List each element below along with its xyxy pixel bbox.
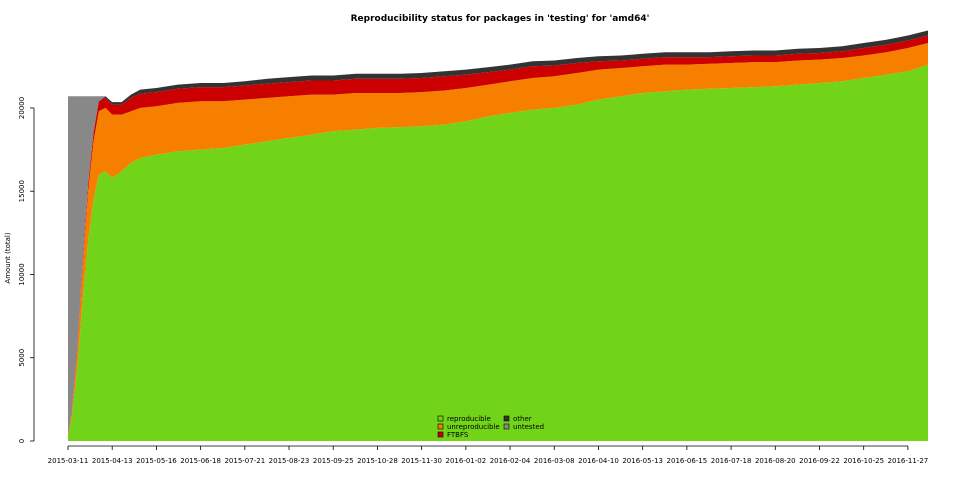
x-tick-label: 2016-02-04 [490, 457, 531, 465]
x-tick-label: 2015-08-23 [269, 457, 310, 465]
x-tick-label: 2016-03-08 [534, 457, 575, 465]
x-tick-label: 2015-03-11 [48, 457, 89, 465]
chart-title: Reproducibility status for packages in '… [351, 14, 650, 24]
legend-label: FTBFS [447, 431, 469, 439]
x-tick-label: 2016-10-25 [843, 457, 884, 465]
plot-areas [68, 30, 928, 441]
x-axis: 2015-03-11 2015-04-13 2015-05-16 2015-06-18… [48, 445, 929, 465]
legend-label: untested [513, 423, 544, 431]
x-tick-label: 2016-06-15 [667, 457, 708, 465]
y-axis: 0 5000 10000 15000 20000 [18, 97, 35, 443]
y-tick-label: 10000 [18, 263, 26, 285]
legend-label: other [513, 415, 532, 423]
area-reproducible [68, 64, 928, 441]
legend-swatch [437, 423, 444, 430]
x-tick-label: 2015-11-30 [401, 457, 442, 465]
legend-item: FTBFS [437, 431, 469, 439]
y-tick-label: 20000 [18, 97, 26, 119]
legend-item: untested [503, 423, 544, 431]
legend-label: reproducible [447, 415, 491, 423]
legend-swatch [503, 423, 510, 430]
legend-swatch [437, 431, 444, 438]
x-tick-label: 2016-04-10 [578, 457, 619, 465]
y-tick-label: 5000 [18, 349, 26, 367]
legend-item: other [503, 415, 532, 423]
legend-item: unreproducible [437, 423, 500, 431]
x-tick-label: 2016-09-22 [799, 457, 840, 465]
x-tick-label: 2015-04-13 [92, 457, 133, 465]
x-tick-label: 2015-07-21 [224, 457, 265, 465]
legend-label: unreproducible [447, 423, 500, 431]
y-tick-label: 15000 [18, 180, 26, 202]
x-tick-label: 2016-07-18 [711, 457, 752, 465]
legend-swatch [503, 415, 510, 422]
legend-swatch [437, 415, 444, 422]
x-tick-label: 2015-05-16 [136, 457, 177, 465]
x-tick-label: 2015-06-18 [180, 457, 221, 465]
x-tick-label: 2015-10-28 [357, 457, 398, 465]
x-tick-label: 2016-01-02 [446, 457, 487, 465]
x-tick-label: 2016-05-13 [622, 457, 663, 465]
legend-item: reproducible [437, 415, 491, 423]
y-tick-label: 0 [18, 439, 26, 443]
x-tick-label: 2016-08-20 [755, 457, 796, 465]
y-axis-label: Amount (total) [4, 232, 12, 283]
x-tick-label: 2016-11-27 [888, 457, 929, 465]
x-tick-label: 2015-09-25 [313, 457, 354, 465]
